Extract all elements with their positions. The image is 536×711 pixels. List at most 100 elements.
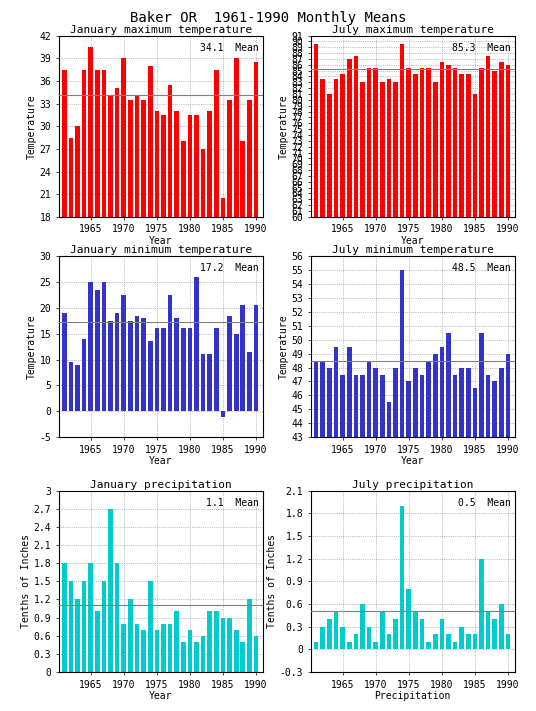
Bar [354,634,358,649]
Bar [135,624,139,672]
Bar [247,599,252,672]
Y-axis label: Tenths of Inches: Tenths of Inches [21,534,31,629]
Bar [367,360,371,711]
Bar [247,352,252,412]
Text: 34.1  Mean: 34.1 Mean [200,43,258,53]
Bar [493,382,497,711]
Bar [122,295,126,412]
Bar [354,56,358,568]
Bar [334,347,338,711]
Bar [128,100,133,353]
Bar [174,611,179,672]
Bar [479,333,484,711]
Bar [420,619,425,649]
Bar [75,599,80,672]
Bar [314,360,318,711]
Bar [505,634,510,649]
Bar [327,368,332,711]
Bar [413,73,418,568]
Bar [440,619,444,649]
Bar [340,626,345,649]
Bar [88,47,93,353]
Bar [135,96,139,353]
Bar [314,641,318,649]
Bar [473,634,477,649]
Bar [440,62,444,568]
Bar [420,68,425,568]
Bar [75,365,80,412]
Bar [181,328,185,412]
Bar [400,270,405,711]
Bar [406,589,411,649]
Bar [433,353,437,711]
Bar [486,611,490,649]
Bar [142,630,146,672]
Bar [221,412,225,417]
Bar [386,634,391,649]
Y-axis label: Temperature: Temperature [279,94,289,159]
Text: Baker OR  1961-1990 Monthly Means: Baker OR 1961-1990 Monthly Means [130,11,406,25]
Bar [108,96,113,353]
Bar [148,341,153,412]
Bar [135,316,139,412]
Bar [367,68,371,568]
Bar [181,641,185,672]
Bar [466,73,471,568]
Bar [161,115,166,353]
Bar [194,115,199,353]
Bar [413,611,418,649]
Bar [406,382,411,711]
Bar [174,318,179,412]
Bar [221,617,225,672]
Bar [453,641,457,649]
Bar [154,328,159,412]
Bar [347,641,352,649]
Bar [400,44,405,568]
Bar [154,111,159,353]
Bar [174,111,179,353]
Bar [154,630,159,672]
X-axis label: Year: Year [149,456,173,466]
Bar [128,599,133,672]
Bar [321,80,325,568]
Bar [321,360,325,711]
Bar [347,347,352,711]
Bar [214,70,219,353]
Bar [82,339,86,412]
Bar [142,318,146,412]
Bar [95,70,100,353]
Bar [168,295,173,412]
Bar [360,604,365,649]
Bar [115,313,120,412]
Bar [466,634,471,649]
Bar [254,305,258,412]
Title: January maximum temperature: January maximum temperature [70,25,252,35]
Bar [241,305,245,412]
Bar [234,630,239,672]
Bar [247,100,252,353]
Bar [505,65,510,568]
Bar [95,611,100,672]
Bar [194,277,199,412]
Bar [340,73,345,568]
Bar [254,636,258,672]
Bar [82,70,86,353]
Bar [122,58,126,353]
Bar [446,333,451,711]
Bar [62,563,66,672]
Bar [142,100,146,353]
Bar [122,624,126,672]
Bar [334,611,338,649]
Bar [102,70,106,353]
Bar [499,62,504,568]
Bar [168,85,173,353]
Bar [334,80,338,568]
Bar [466,368,471,711]
Y-axis label: Temperature: Temperature [279,314,289,379]
Bar [499,604,504,649]
Bar [354,375,358,711]
Title: July minimum temperature: July minimum temperature [332,245,494,255]
Bar [479,68,484,568]
Bar [161,624,166,672]
Bar [62,313,66,412]
